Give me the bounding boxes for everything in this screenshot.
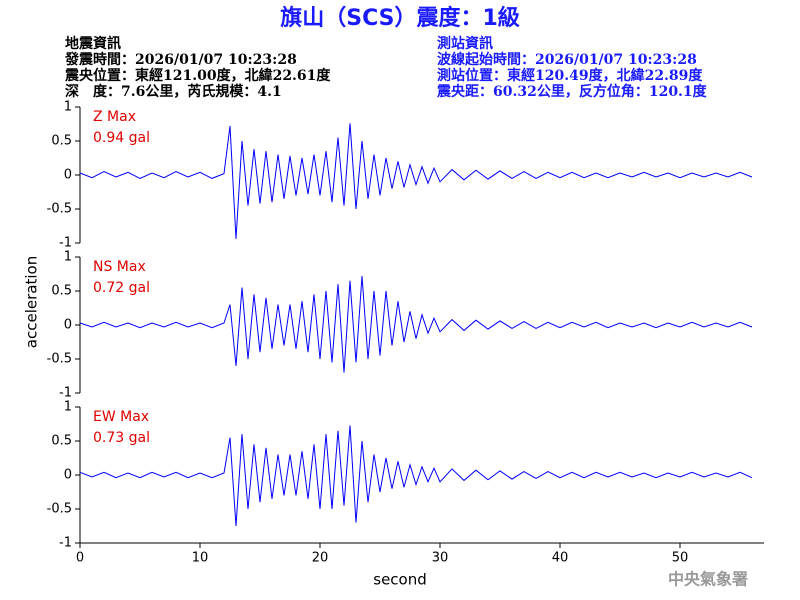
- info-left: 發震時間：2026/01/07 10:23:28: [64, 51, 297, 68]
- peak-label: 0.94 gal: [93, 130, 150, 146]
- peak-label: 0.72 gal: [93, 280, 150, 296]
- info-left: 深 度：7.6公里，芮氏規模：4.1: [65, 83, 282, 100]
- x-tick-label: 30: [432, 551, 449, 566]
- y-tick-label: 1: [64, 100, 72, 115]
- y-tick-label: 0.5: [51, 284, 72, 299]
- y-tick-label: 0.5: [51, 134, 72, 149]
- y-tick-label: 0: [64, 318, 72, 333]
- y-tick-label: 0: [64, 468, 72, 483]
- panel-label: NS Max: [93, 259, 146, 275]
- y-tick-label: 1: [64, 400, 72, 415]
- info-right: 波線起始時間：2026/01/07 10:23:28: [437, 51, 697, 68]
- y-axis-label: acceleration: [23, 256, 41, 348]
- y-tick-label: 0.5: [51, 434, 72, 449]
- y-tick-label: -0.5: [47, 502, 72, 517]
- peak-label: 0.73 gal: [93, 430, 150, 446]
- info-left: 地震資訊: [65, 35, 121, 52]
- info-right: 震央距：60.32公里，反方位角：120.1度: [436, 83, 708, 100]
- y-tick-label: -1: [59, 536, 72, 551]
- footer: 中央氣象署: [668, 570, 748, 589]
- waveform: [79, 275, 753, 373]
- x-tick-label: 0: [76, 551, 84, 566]
- panel-label: EW Max: [93, 409, 149, 425]
- y-tick-label: -1: [59, 236, 72, 251]
- y-tick-label: 1: [64, 250, 72, 265]
- x-tick-label: 10: [192, 551, 209, 566]
- y-tick-label: -1: [59, 386, 72, 401]
- waveform: [79, 123, 753, 239]
- x-tick-label: 20: [312, 551, 329, 566]
- panel-label: Z Max: [93, 109, 136, 125]
- info-right: 測站位置：東經120.49度，北緯22.89度: [437, 67, 703, 84]
- y-tick-label: -0.5: [47, 202, 72, 217]
- x-tick-label: 50: [672, 551, 689, 566]
- waveform: [79, 425, 753, 527]
- info-left: 震央位置：東經121.00度，北緯22.61度: [64, 67, 331, 84]
- x-tick-label: 40: [552, 551, 569, 566]
- y-tick-label: 0: [64, 168, 72, 183]
- chart-title: 旗山（SCS）震度：1級: [280, 5, 520, 31]
- y-tick-label: -0.5: [47, 352, 72, 367]
- x-axis-label: second: [373, 571, 427, 589]
- info-right: 測站資訊: [437, 35, 493, 52]
